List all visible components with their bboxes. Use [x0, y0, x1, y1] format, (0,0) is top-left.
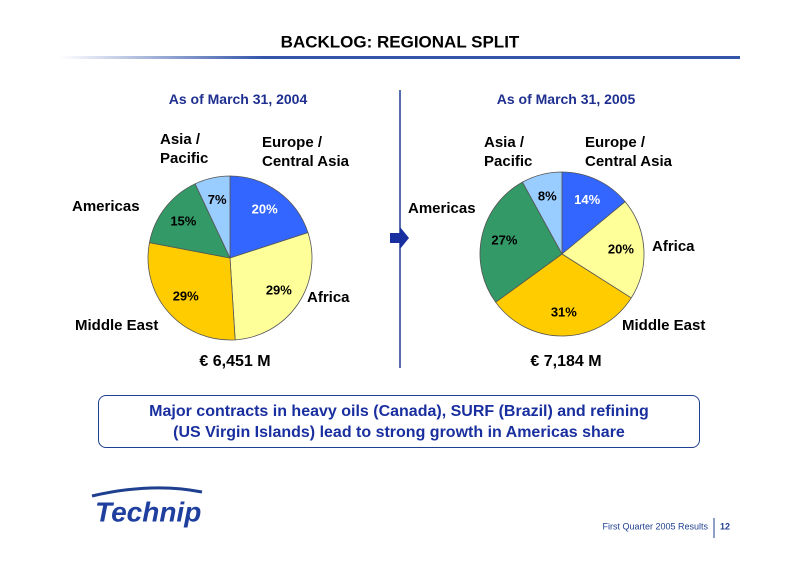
- pie-slice: [561, 171, 626, 255]
- slice-label: 20%: [608, 242, 634, 257]
- pie-slice: [479, 181, 563, 303]
- pie-slice: [495, 253, 632, 337]
- category-label: Middle East: [75, 317, 159, 334]
- slice-label: 8%: [538, 188, 557, 203]
- category-label: Africa: [307, 289, 350, 306]
- title-underline: [60, 56, 740, 59]
- slice-label: 14%: [574, 192, 600, 207]
- category-label: Middle East: [622, 317, 706, 334]
- slice-label: 27%: [491, 233, 517, 248]
- slice-label: 29%: [266, 283, 292, 298]
- pie-slice: [521, 171, 563, 255]
- category-label: Americas: [72, 198, 140, 215]
- category-label: Americas: [408, 200, 476, 217]
- slice-label: 7%: [208, 192, 227, 207]
- callout-line: Major contracts in heavy oils (Canada), …: [149, 403, 649, 420]
- chart-caption: € 7,184 M: [530, 353, 602, 370]
- pie-slice: [229, 232, 313, 341]
- slice-label: 20%: [252, 202, 278, 217]
- chart-title: As of March 31, 2005: [496, 91, 636, 107]
- logo-swoosh: [91, 486, 203, 498]
- page-number: 12: [720, 521, 730, 531]
- chart-caption: € 6,451 M: [199, 353, 271, 370]
- slice-label: 15%: [170, 213, 196, 228]
- category-label: Africa: [652, 238, 695, 255]
- category-label: Asia / Pacific: [160, 131, 209, 167]
- slice-label: 29%: [173, 288, 199, 303]
- pie-slice: [561, 201, 645, 299]
- pie-slice: [194, 175, 231, 259]
- category-label: Europe / Central Asia: [585, 134, 672, 170]
- pie-slice: [229, 175, 309, 259]
- pie-slice: [148, 183, 231, 259]
- logo: Technip: [95, 496, 201, 527]
- arrow: [390, 227, 409, 249]
- chart-title: As of March 31, 2004: [168, 91, 308, 107]
- slide-title: BACKLOG: REGIONAL SPLIT: [281, 32, 520, 51]
- pie-slice: [147, 242, 236, 341]
- callout-line: (US Virgin Islands) lead to strong growt…: [173, 424, 625, 441]
- footer: First Quarter 2005 Results: [602, 521, 708, 531]
- category-label: Europe / Central Asia: [262, 134, 349, 170]
- category-label: Asia / Pacific: [484, 134, 533, 170]
- callout-box: Major contracts in heavy oils (Canada), …: [98, 395, 700, 448]
- slice-label: 31%: [551, 304, 577, 319]
